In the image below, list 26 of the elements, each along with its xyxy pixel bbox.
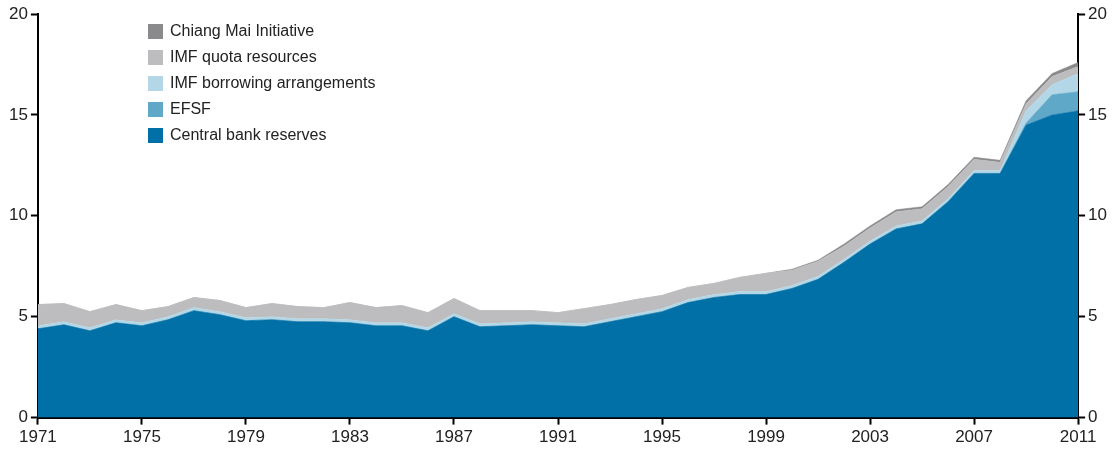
x-tick-label: 1987 bbox=[435, 427, 473, 447]
y2-tick-label: 15 bbox=[1088, 104, 1108, 124]
legend-label: Chiang Mai Initiative bbox=[170, 22, 315, 40]
legend-label: IMF borrowing arrangements bbox=[170, 74, 376, 92]
y-tick-label: 10 bbox=[8, 205, 28, 225]
y-tick-label: 0 bbox=[18, 407, 28, 427]
x-tick-label: 1971 bbox=[19, 427, 57, 447]
y2-tick-label: 0 bbox=[1088, 407, 1098, 427]
legend-label: Central bank reserves bbox=[170, 126, 327, 144]
y-tick-label: 5 bbox=[18, 306, 28, 326]
x-tick-label: 2011 bbox=[1059, 427, 1097, 447]
y2-tick-label: 10 bbox=[1088, 205, 1108, 225]
x-tick-label: 1999 bbox=[747, 427, 785, 447]
x-tick-label: 1995 bbox=[643, 427, 681, 447]
x-tick-label: 2007 bbox=[955, 427, 993, 447]
y-tick-label: 20 bbox=[8, 3, 28, 23]
x-tick-label: 1979 bbox=[227, 427, 265, 447]
legend-label: IMF quota resources bbox=[170, 48, 317, 66]
x-tick-label: 2003 bbox=[851, 427, 889, 447]
x-tick-label: 1983 bbox=[331, 427, 369, 447]
y2-tick-label: 5 bbox=[1088, 306, 1098, 326]
x-tick-label: 1991 bbox=[539, 427, 577, 447]
y2-tick-label: 20 bbox=[1088, 3, 1108, 23]
legend-label: EFSF bbox=[170, 100, 211, 118]
y-tick-label: 15 bbox=[8, 104, 28, 124]
x-tick-label: 1975 bbox=[123, 427, 161, 447]
